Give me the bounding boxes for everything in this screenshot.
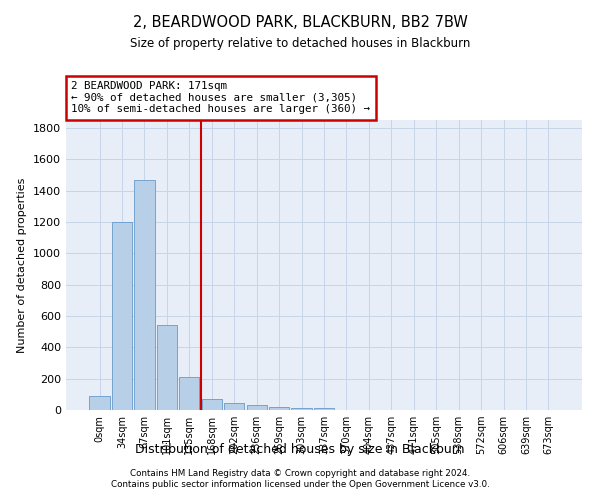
Text: 2 BEARDWOOD PARK: 171sqm
← 90% of detached houses are smaller (3,305)
10% of sem: 2 BEARDWOOD PARK: 171sqm ← 90% of detach… bbox=[71, 81, 370, 114]
Bar bbox=[134, 180, 155, 410]
Bar bbox=[292, 408, 311, 410]
Bar bbox=[112, 222, 132, 410]
Text: 2, BEARDWOOD PARK, BLACKBURN, BB2 7BW: 2, BEARDWOOD PARK, BLACKBURN, BB2 7BW bbox=[133, 15, 467, 30]
Text: Distribution of detached houses by size in Blackburn: Distribution of detached houses by size … bbox=[135, 444, 465, 456]
Bar bbox=[157, 326, 177, 410]
Bar bbox=[89, 396, 110, 410]
Text: Contains public sector information licensed under the Open Government Licence v3: Contains public sector information licen… bbox=[110, 480, 490, 489]
Y-axis label: Number of detached properties: Number of detached properties bbox=[17, 178, 28, 352]
Text: Contains HM Land Registry data © Crown copyright and database right 2024.: Contains HM Land Registry data © Crown c… bbox=[130, 468, 470, 477]
Text: Size of property relative to detached houses in Blackburn: Size of property relative to detached ho… bbox=[130, 38, 470, 51]
Bar bbox=[247, 406, 267, 410]
Bar bbox=[202, 399, 222, 410]
Bar bbox=[179, 377, 199, 410]
Bar bbox=[314, 408, 334, 410]
Bar bbox=[224, 403, 244, 410]
Bar bbox=[269, 407, 289, 410]
